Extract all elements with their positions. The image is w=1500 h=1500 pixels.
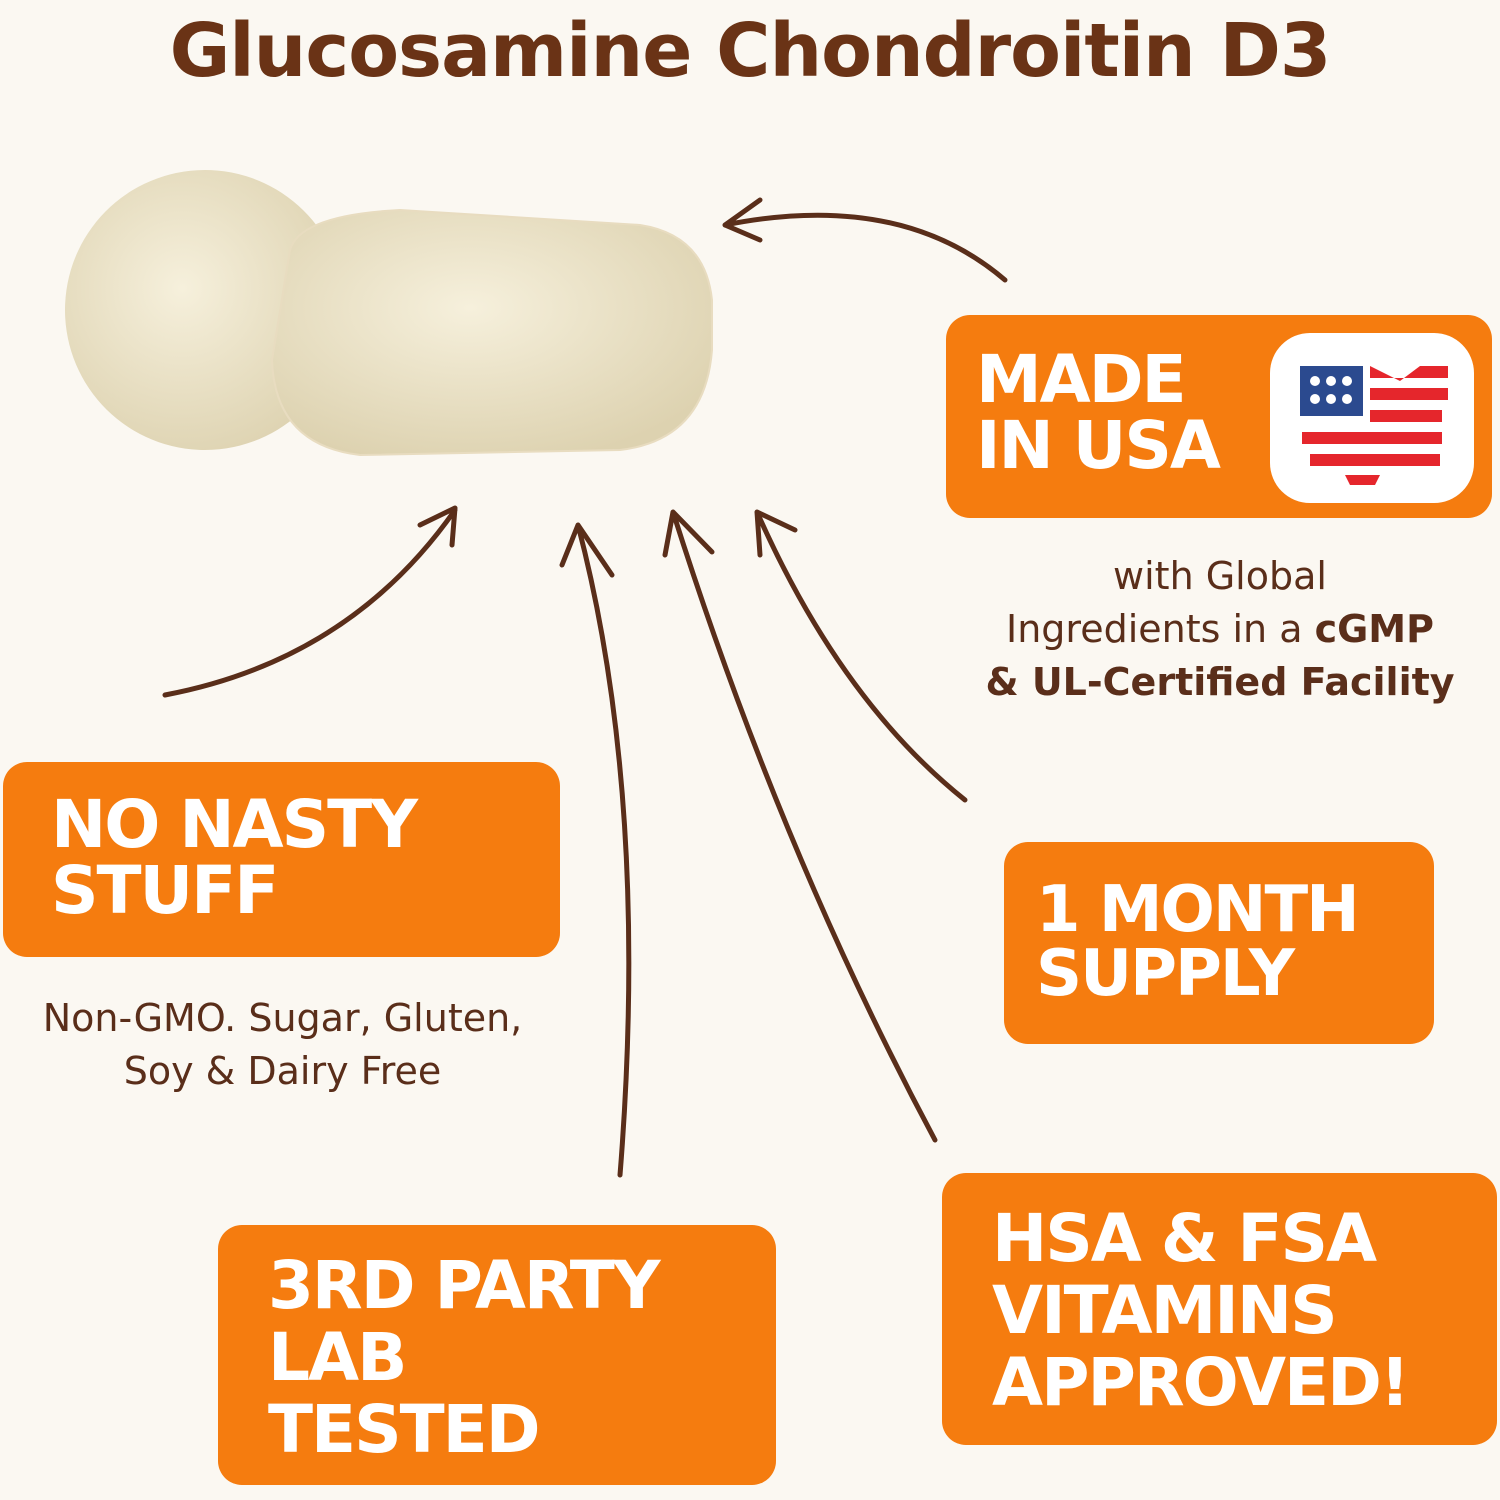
third-party-tested-badge: 3RD PARTY LAB TESTED — [218, 1225, 776, 1485]
arrow-no-nasty — [162, 505, 458, 698]
one-month-supply-badge: 1 MONTH SUPPLY — [1004, 842, 1434, 1044]
one-month-supply-label: 1 MONTH SUPPLY — [1036, 873, 1360, 1011]
usa-note-line3: & UL-Certified Facility — [985, 660, 1455, 704]
usa-note: with Global Ingredients in a cGMP & UL-C… — [940, 550, 1500, 709]
page-title: Glucosamine Chondroitin D3 — [169, 8, 1332, 94]
no-nasty-note-line2: Soy & Dairy Free — [123, 1049, 442, 1093]
usa-note-line1: with Global — [1113, 554, 1327, 598]
no-nasty-stuff-badge: NO NASTY STUFF — [3, 762, 560, 957]
no-nasty-stuff-label: NO NASTY STUFF — [51, 786, 418, 929]
third-party-tested-label: 3RD PARTY LAB TESTED — [268, 1247, 661, 1468]
made-in-usa-badge: MADE IN USA — [946, 315, 1492, 518]
no-nasty-note-line1: Non-GMO. Sugar, Gluten, — [42, 996, 523, 1040]
hsa-fsa-approved-badge: HSA & FSA VITAMINS APPROVED! — [942, 1173, 1497, 1445]
tablet-front — [270, 208, 713, 457]
arrow-one-month — [754, 509, 968, 803]
made-in-usa-label: MADE IN USA — [976, 341, 1221, 484]
usa-note-line2-text: Ingredients in a — [1006, 607, 1315, 651]
arrow-usa — [722, 197, 1008, 283]
usa-note-line2: Ingredients in a cGMP — [940, 603, 1500, 656]
usa-note-cgmp: cGMP — [1314, 607, 1434, 651]
no-nasty-note: Non-GMO. Sugar, Gluten, Soy & Dairy Free — [0, 992, 565, 1098]
arrow-third-party — [559, 522, 632, 1178]
hsa-fsa-approved-label: HSA & FSA VITAMINS APPROVED! — [992, 1200, 1410, 1421]
arrow-hsa — [662, 509, 938, 1143]
usa-flag-map-icon — [1270, 333, 1474, 503]
